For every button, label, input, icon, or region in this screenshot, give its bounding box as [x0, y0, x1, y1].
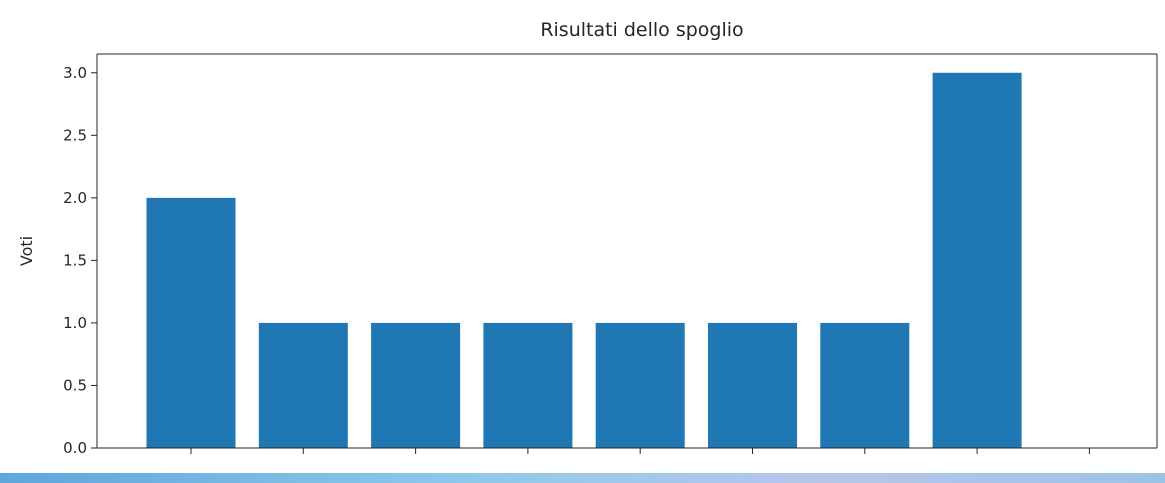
y-tick-label: 3.0 [63, 64, 87, 82]
y-tick-label: 2.5 [63, 126, 87, 144]
bar [708, 322, 797, 448]
bar [258, 322, 348, 448]
bar [932, 72, 1022, 448]
chart-title: Risultati dello spoglio [540, 19, 743, 41]
bar [595, 322, 685, 448]
y-tick-label: 0.5 [63, 376, 87, 394]
bar [820, 322, 910, 448]
bar [146, 197, 236, 448]
bars [146, 72, 1022, 448]
y-tick-label: 1.0 [63, 314, 87, 332]
y-tick-label: 1.5 [63, 251, 87, 269]
bar [483, 322, 573, 448]
bar [371, 322, 461, 448]
axes-frame [96, 53, 1158, 449]
y-tick-label: 0.0 [63, 439, 87, 457]
x-axis-ticks [190, 448, 1090, 454]
y-axis-label: Voti [17, 236, 36, 266]
y-axis-ticks: 0.0 0.5 1.0 1.5 2.0 2.5 3.0 [63, 64, 97, 457]
window-bottom-strip [0, 473, 1165, 483]
y-tick-label: 2.0 [63, 189, 87, 207]
